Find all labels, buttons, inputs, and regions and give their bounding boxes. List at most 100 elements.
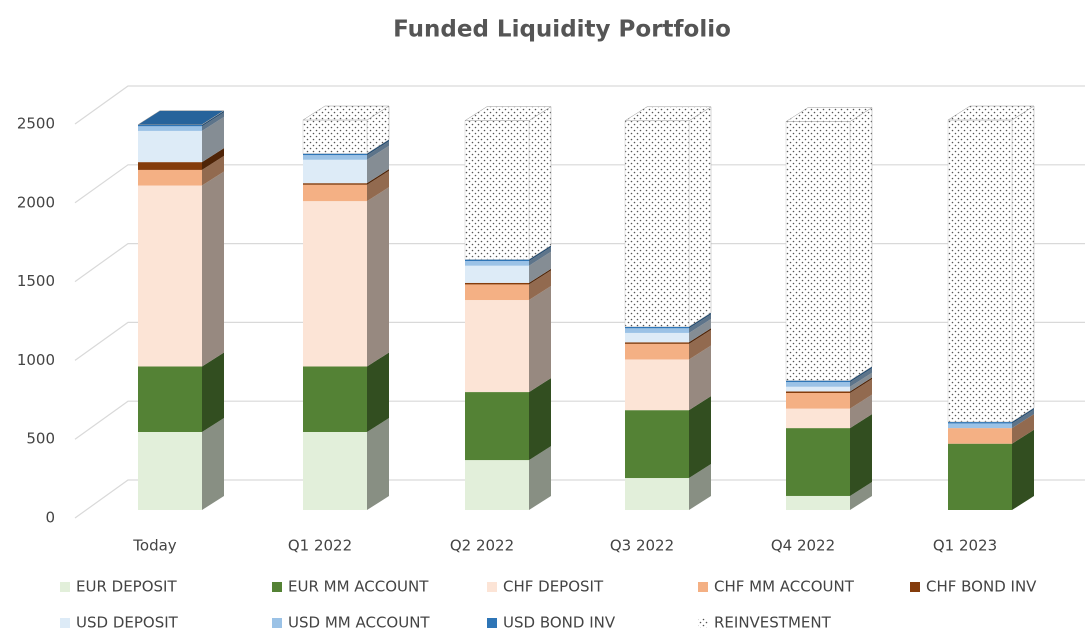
bar-side [202,148,224,170]
bar-segment [786,414,872,496]
bar-side [689,464,711,510]
legend-swatch [487,582,497,592]
y-tick-label: 0 [45,509,55,527]
bar-side [202,352,224,432]
bar-front [465,300,529,393]
bar-side [529,268,551,285]
bar-side [850,368,872,387]
bar-segment [138,418,224,510]
legend-label: USD DEPOSIT [76,614,179,632]
bar-side [850,481,872,510]
bar-top [464,106,552,121]
bar-side [367,170,389,202]
bar-segment [786,394,872,429]
bar-side [529,247,551,266]
bar-segment [138,148,224,170]
grid-line [74,400,1085,440]
bar-segment [303,170,389,202]
bar-front [948,443,1012,510]
grid-line [74,164,1085,204]
bar-segment [302,105,390,154]
bar-front [303,153,367,156]
legend-swatch [60,618,70,628]
bar-side [529,270,551,301]
bar-front [625,478,689,510]
bar-front [464,120,530,260]
bar-segment [625,314,711,333]
bar-segment [786,481,872,510]
bar-top [302,105,390,121]
bar-front [786,393,850,409]
bar-side [367,418,389,510]
bar-front [786,382,850,387]
bar-segment [625,318,711,343]
bar-front [625,342,689,344]
bar-segment [786,366,872,383]
bar-segment [785,107,873,381]
bar-side [202,112,224,131]
bar-side [1012,409,1034,429]
bar-top [624,106,712,122]
bar-side [367,145,389,184]
bar-side [367,352,389,432]
bar-segment [625,328,711,344]
y-tick-label: 1500 [17,272,55,290]
bar-segment [786,379,872,409]
legend-label: REINVESTMENT [714,614,832,632]
bar-side [850,377,872,393]
bar-front [625,359,689,411]
legend-swatch [698,582,708,592]
legend-label: USD MM ACCOUNT [288,614,430,632]
bar-segment [624,106,712,328]
bar-side [202,418,224,510]
legend-swatch [910,582,920,592]
bar-side [367,169,389,185]
bar-side [850,366,872,383]
y-tick-label: 1000 [17,351,55,369]
bar-side [367,139,389,156]
legend-label: USD BOND INV [503,614,616,632]
bar-segment [786,368,872,387]
grid-line [74,479,1085,519]
bar-segment [625,329,711,360]
x-tick-label: Q2 2022 [450,537,514,555]
bar-side [849,107,873,381]
bar-segment [625,396,711,479]
bar-front [786,386,850,392]
legend-swatch [487,618,497,628]
bar-front [786,380,850,383]
bar-top [947,105,1035,121]
bar-side [367,187,389,367]
bar-front [786,495,850,510]
grid-line [74,243,1085,283]
bar-segment [303,145,389,184]
bar-segment [138,171,224,367]
bar-front [138,185,202,367]
bar-front [624,120,690,327]
grid-line [74,321,1085,361]
chart-title: Funded Liquidity Portfolio [393,17,731,43]
bar-segment [625,464,711,510]
x-tick-label: Q4 2022 [771,537,835,555]
bar-segment [948,429,1034,510]
bar-front [625,332,689,343]
bar-front [465,282,529,285]
legend-swatch [272,618,282,628]
bar-side [1011,105,1035,423]
legend-swatch [698,618,708,628]
bar-top [785,107,873,122]
bar-side [529,286,551,393]
legend-label: CHF MM ACCOUNT [714,578,855,596]
bar-segment [625,345,711,411]
bar-side [202,155,224,186]
bar-side [689,328,711,344]
bar-segment [465,270,551,301]
bar-side [850,394,872,429]
bar-front [138,126,202,131]
grid-line [74,85,1085,125]
bar-front [303,184,367,202]
bar-segment [303,418,389,510]
bar-side [1012,407,1034,424]
bar-front [948,428,1012,444]
bar-segment [303,187,389,367]
